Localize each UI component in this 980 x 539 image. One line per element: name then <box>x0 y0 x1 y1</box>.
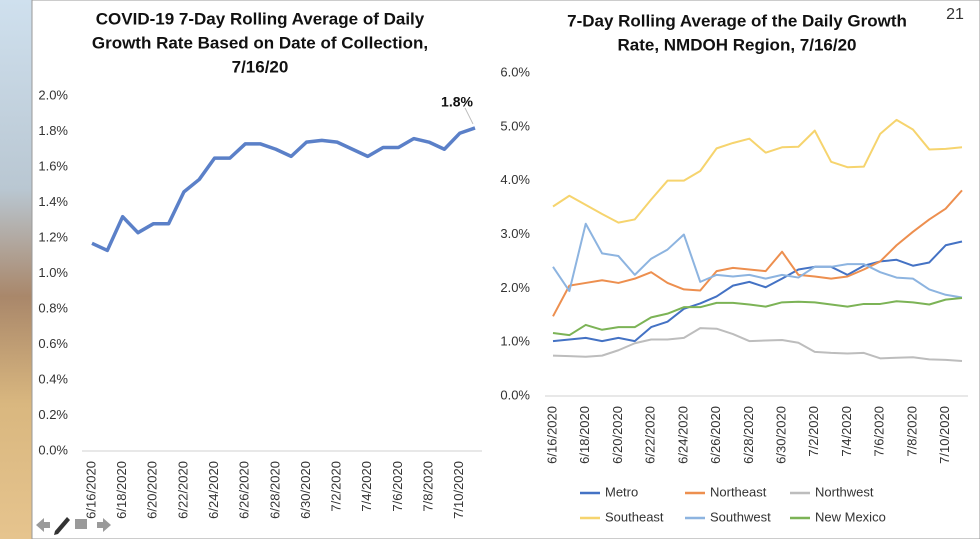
legend-label: Northwest <box>815 484 874 499</box>
y-tick-label: 1.4% <box>38 194 68 209</box>
data-line <box>552 118 963 224</box>
y-tick-label: 0.4% <box>38 371 68 386</box>
chart-title: 7/16/20 <box>232 57 289 76</box>
x-tick-label: 6/18/2020 <box>577 406 592 464</box>
y-tick-label: 1.8% <box>38 123 68 138</box>
menu-button[interactable] <box>75 519 87 529</box>
x-tick-label: 6/24/2020 <box>675 406 690 464</box>
x-tick-label: 7/6/2020 <box>872 406 887 457</box>
x-tick-label: 7/2/2020 <box>329 461 344 512</box>
legend-label: New Mexico <box>815 509 886 524</box>
x-tick-label: 7/10/2020 <box>451 461 466 519</box>
legend-label: Northeast <box>710 484 767 499</box>
x-tick-label: 7/6/2020 <box>390 461 405 512</box>
x-tick-label: 6/22/2020 <box>643 406 658 464</box>
x-tick-label: 6/28/2020 <box>267 461 282 519</box>
x-tick-label: 6/20/2020 <box>145 461 160 519</box>
x-tick-label: 7/10/2020 <box>937 406 952 464</box>
data-line <box>552 297 963 337</box>
x-tick-label: 6/24/2020 <box>206 461 221 519</box>
y-tick-label: 0.0% <box>38 442 68 457</box>
x-tick-label: 6/30/2020 <box>773 406 788 464</box>
legend-label: Southwest <box>710 509 771 524</box>
x-tick-label: 6/20/2020 <box>610 406 625 464</box>
data-line <box>552 327 963 363</box>
x-tick-label: 6/26/2020 <box>708 406 723 464</box>
data-line <box>91 126 476 253</box>
desktop-background <box>0 0 33 539</box>
x-tick-label: 6/26/2020 <box>237 461 252 519</box>
pen-button[interactable] <box>54 517 70 535</box>
y-tick-label: 1.0% <box>38 265 68 280</box>
y-tick-label: 5.0% <box>500 118 530 133</box>
legend-label: Metro <box>605 484 638 499</box>
y-tick-label: 4.0% <box>500 172 530 187</box>
x-tick-label: 6/22/2020 <box>175 461 190 519</box>
x-tick-label: 7/2/2020 <box>806 406 821 457</box>
y-tick-label: 6.0% <box>500 64 530 79</box>
x-tick-label: 7/8/2020 <box>904 406 919 457</box>
y-tick-label: 1.0% <box>500 334 530 349</box>
x-tick-label: 7/4/2020 <box>359 461 374 512</box>
chart-title: 7-Day Rolling Average of the Daily Growt… <box>567 11 907 30</box>
y-tick-label: 3.0% <box>500 226 530 241</box>
data-line <box>552 240 963 343</box>
x-tick-label: 6/28/2020 <box>741 406 756 464</box>
slide-number: 21 <box>946 6 964 23</box>
prev-button[interactable] <box>36 518 50 532</box>
chart-title: Rate, NMDOH Region, 7/16/20 <box>617 35 856 54</box>
y-tick-label: 1.6% <box>38 158 68 173</box>
y-tick-label: 0.0% <box>500 387 530 402</box>
chart-title: COVID-19 7-Day Rolling Average of Daily <box>96 9 425 28</box>
data-label: 1.8% <box>441 94 473 110</box>
y-tick-label: 1.2% <box>38 229 68 244</box>
y-tick-label: 2.0% <box>500 280 530 295</box>
slide <box>31 0 980 539</box>
y-tick-label: 0.2% <box>38 407 68 422</box>
x-tick-label: 6/30/2020 <box>298 461 313 519</box>
x-tick-label: 7/4/2020 <box>839 406 854 457</box>
y-tick-label: 2.0% <box>38 87 68 102</box>
x-tick-label: 6/18/2020 <box>114 461 129 519</box>
legend-label: Southeast <box>605 509 664 524</box>
label-leader <box>464 107 474 125</box>
y-tick-label: 0.6% <box>38 336 68 351</box>
x-tick-label: 6/16/2020 <box>83 461 98 519</box>
slide-controls[interactable] <box>36 517 111 535</box>
next-button[interactable] <box>97 518 111 532</box>
data-line <box>552 222 963 299</box>
data-line <box>552 189 963 317</box>
chart-title: Growth Rate Based on Date of Collection, <box>92 33 428 52</box>
x-tick-label: 7/8/2020 <box>420 461 435 512</box>
x-tick-label: 6/16/2020 <box>544 406 559 464</box>
y-tick-label: 0.8% <box>38 300 68 315</box>
